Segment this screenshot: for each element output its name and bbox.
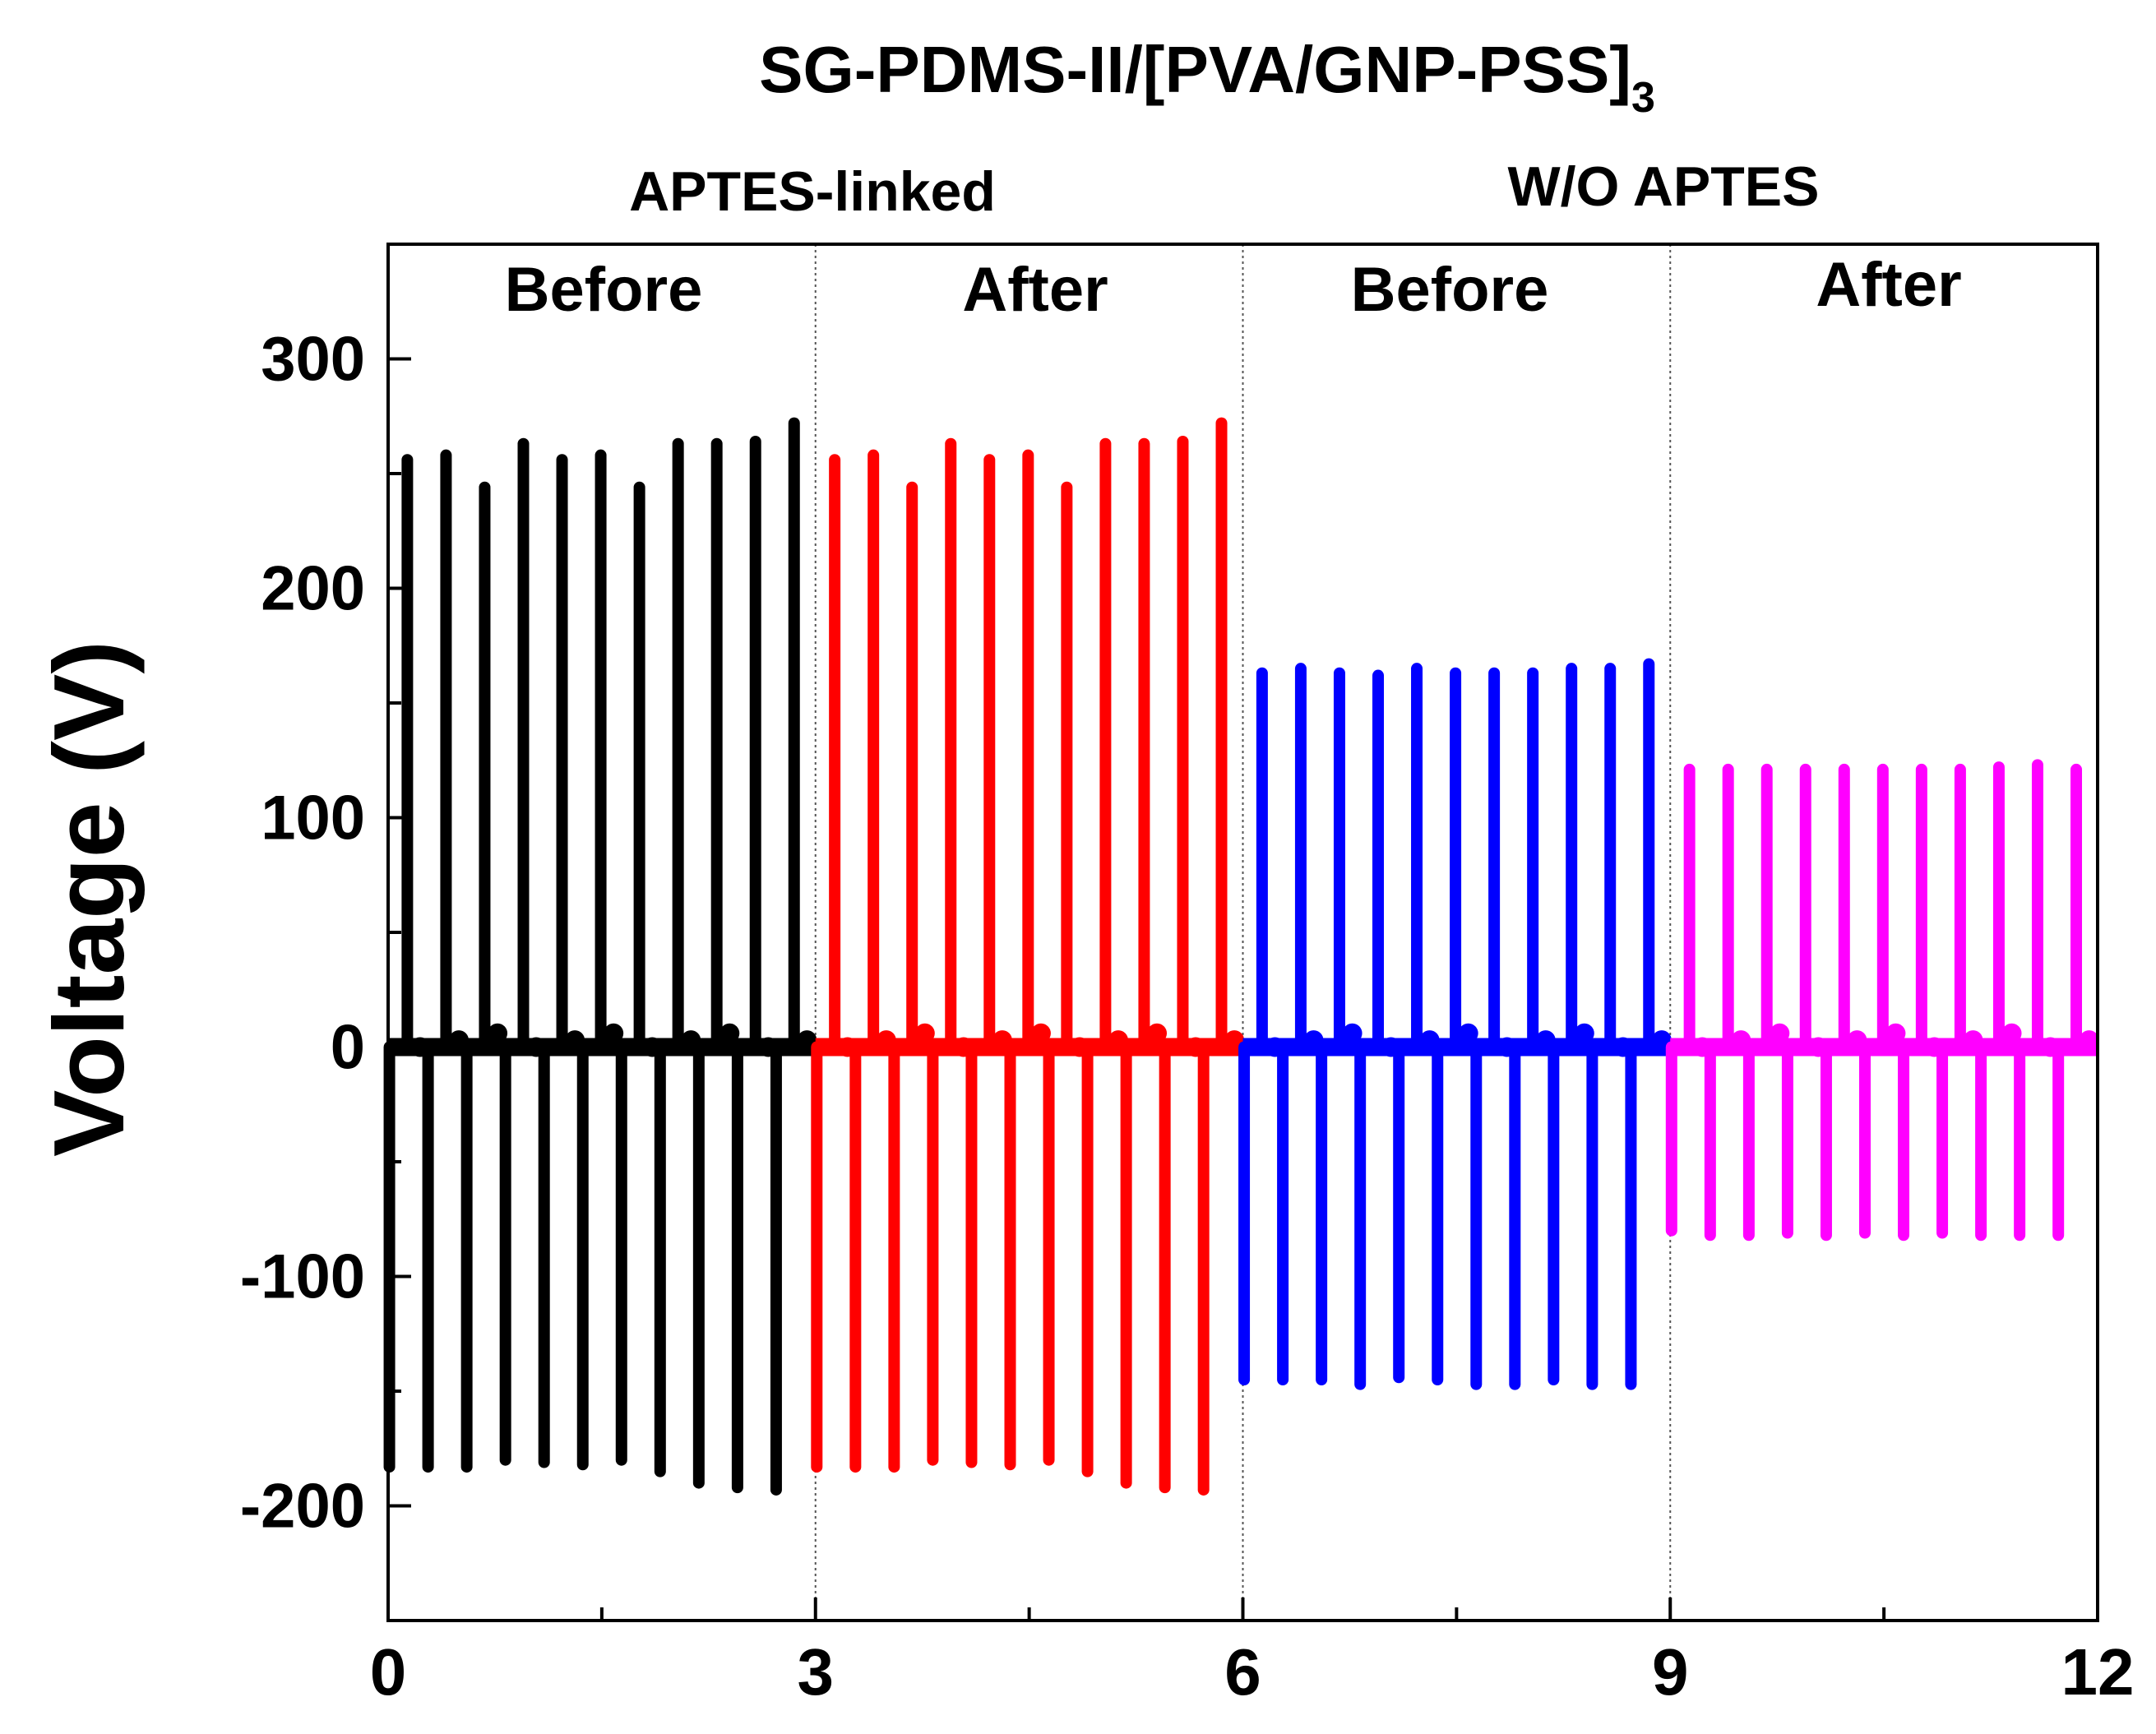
section-label-red-after: After <box>962 255 1108 325</box>
series-2-noise-9 <box>1147 1023 1168 1043</box>
x-tick-label-1: 3 <box>798 1635 835 1709</box>
series-4-noise-9 <box>2001 1023 2022 1043</box>
chart-title-subscript: 3 <box>1631 74 1655 122</box>
x-tick-label-0: 0 <box>370 1635 407 1709</box>
text-layer: SG-PDMS-II/[PVA/GNP-PSS]3 Voltage (V) AP… <box>33 33 1962 1157</box>
y-tick-label-5: 300 <box>261 325 365 395</box>
x-tick-label-4: 12 <box>2061 1635 2135 1709</box>
series-1 <box>383 417 817 1496</box>
section-label-black-before: Before <box>505 255 703 325</box>
series-4-noise-3 <box>1770 1023 1790 1043</box>
series-2-noise-3 <box>914 1023 935 1043</box>
y-tick-label-1: -100 <box>240 1242 365 1312</box>
tick-layer: 0 3 6 9 12 -200 -100 0 100 200 300 <box>240 243 2135 1709</box>
section-label-blue-before: Before <box>1351 255 1549 325</box>
y-axis-label: Voltage (V) <box>33 640 145 1157</box>
chart-title-main: SG-PDMS-II/[PVA/GNP-PSS] <box>759 33 1631 106</box>
group-label-wo-aptes: W/O APTES <box>1507 155 1819 218</box>
series-4-noise-6 <box>1885 1023 1906 1043</box>
series-1-noise-3 <box>488 1023 508 1043</box>
series-4-noise-11 <box>2079 1030 2099 1051</box>
x-tick-label-2: 6 <box>1224 1635 1261 1709</box>
series-4 <box>1665 759 2099 1242</box>
data-layer <box>383 244 2099 1621</box>
y-tick-label-2: 0 <box>331 1013 365 1083</box>
series-3-noise-9 <box>1574 1023 1594 1043</box>
chart-title: SG-PDMS-II/[PVA/GNP-PSS]3 <box>759 33 1655 122</box>
series-1-noise-9 <box>719 1023 740 1043</box>
y-tick-label-3: 100 <box>261 784 365 853</box>
series-3-noise-3 <box>1342 1023 1363 1043</box>
series-3-noise-6 <box>1458 1023 1478 1043</box>
x-tick-label-3: 9 <box>1652 1635 1689 1709</box>
section-label-magenta-after: After <box>1816 250 1961 320</box>
y-tick-label-0: -200 <box>240 1472 365 1542</box>
series-1-noise-6 <box>604 1023 624 1043</box>
y-tick-label-4: 200 <box>261 554 365 624</box>
series-3 <box>1238 658 1672 1390</box>
series-2-noise-6 <box>1030 1023 1051 1043</box>
series-2 <box>811 417 1245 1496</box>
group-label-aptes-linked: APTES-linked <box>629 160 996 223</box>
